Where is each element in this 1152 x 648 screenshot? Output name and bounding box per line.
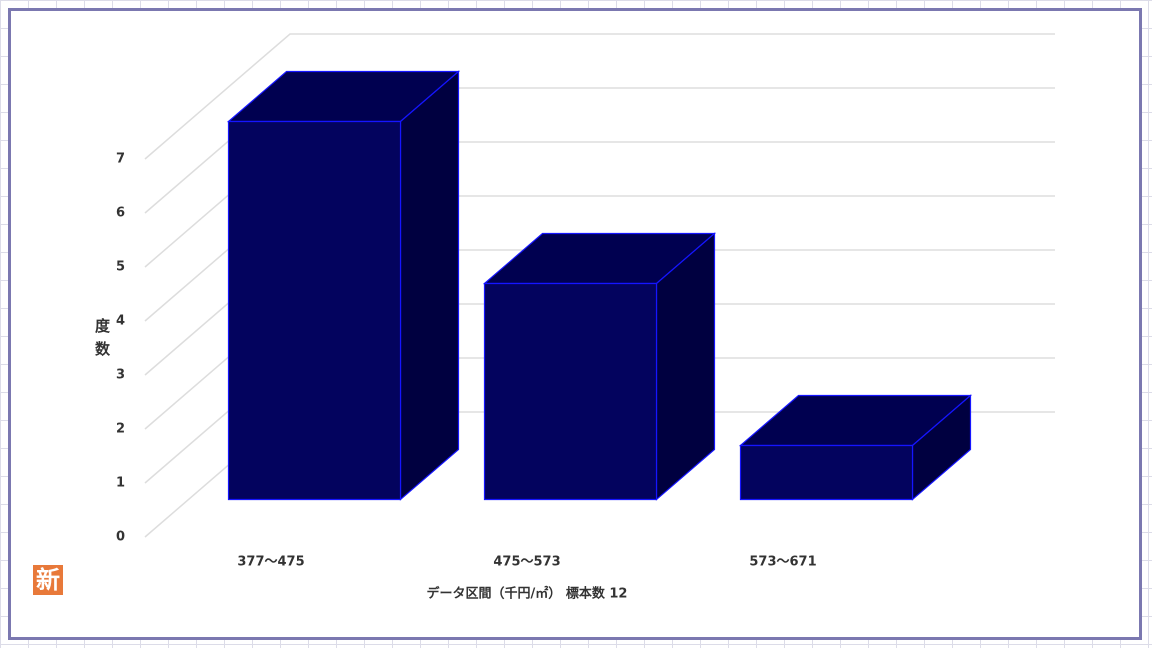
y-tick-label: 0 [116,530,125,545]
x-tick-label: 377～475 [237,555,304,570]
badge-icon: 新 [33,565,63,595]
y-tick-label: 4 [116,314,125,329]
bar [483,282,658,501]
y-tick-label: 3 [116,368,125,383]
x-tick-label: 475～573 [493,555,560,570]
grid-line [144,33,1055,160]
bar [739,444,914,501]
y-axis-label: 度数 [93,318,111,364]
bar-side [399,70,460,501]
y-tick-label: 5 [116,260,125,275]
y-tick-label: 2 [116,422,125,437]
y-tick-label: 6 [116,206,125,221]
y-tick-label: 7 [116,152,125,167]
x-tick-label: 573～671 [749,555,816,570]
bar [227,120,402,501]
y-tick-label: 1 [116,476,125,491]
x-axis-label: データ区間（千円/㎡） 標本数 12 [427,586,628,602]
